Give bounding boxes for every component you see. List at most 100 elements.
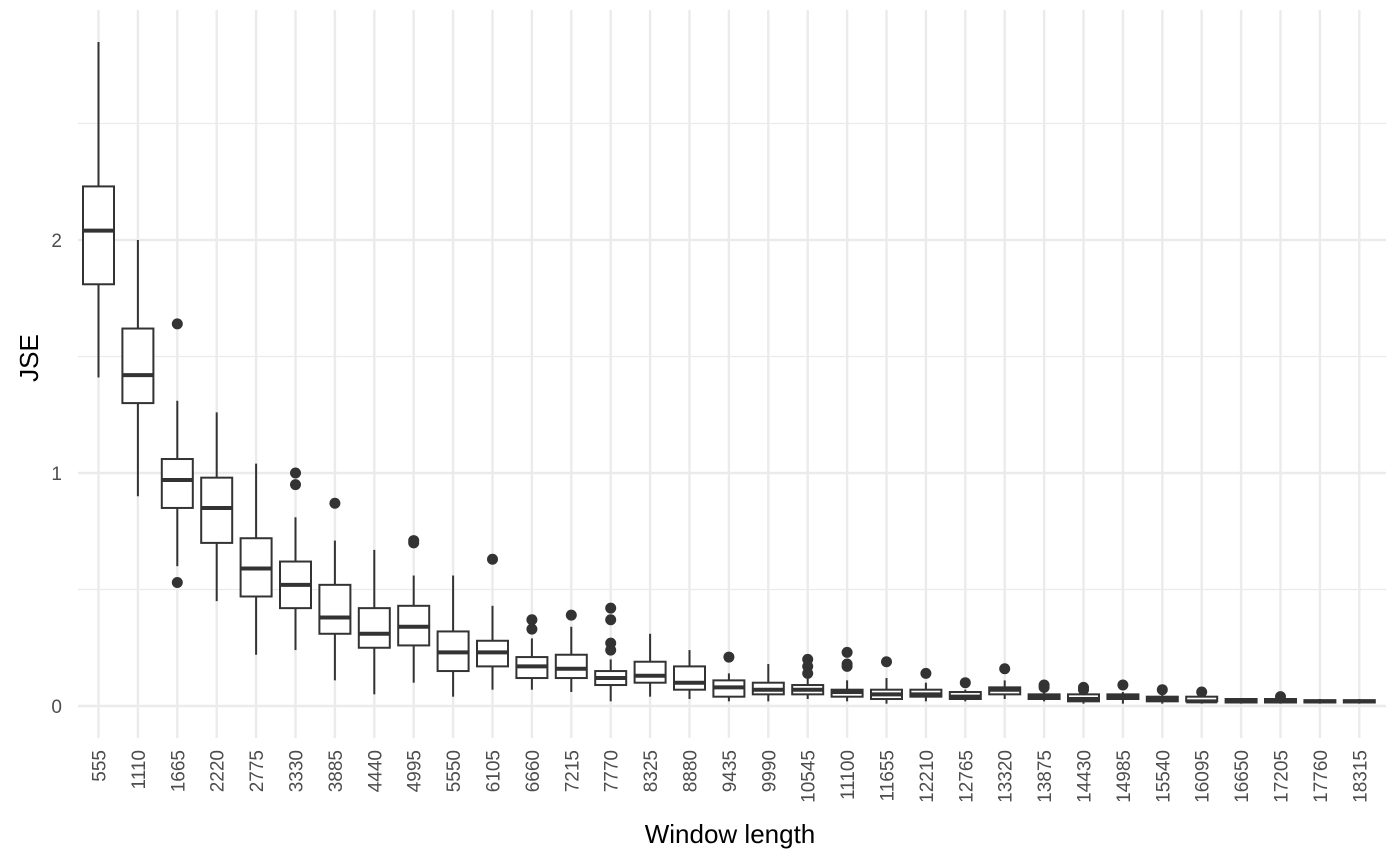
outlier-point <box>171 577 183 589</box>
box-9990 <box>751 664 785 702</box>
outlier-point <box>999 663 1011 675</box>
iqr-box <box>200 476 234 544</box>
outlier-point <box>526 623 538 635</box>
x-tick-label: 3330 <box>287 750 308 792</box>
iqr-box <box>82 185 115 286</box>
outlier-point <box>1117 679 1129 691</box>
box-6105 <box>476 553 509 690</box>
box-series <box>82 41 1376 704</box>
x-tick-label: 11655 <box>878 750 899 801</box>
outlier-point <box>1078 684 1089 696</box>
x-tick-label: 8325 <box>641 750 662 792</box>
outlier-point <box>1156 684 1168 696</box>
box-3885 <box>318 497 352 681</box>
outlier-point <box>605 614 617 626</box>
outlier-point <box>802 667 814 679</box>
outlier-point <box>1038 681 1050 693</box>
box-4440 <box>357 549 391 695</box>
x-tick-label: 6105 <box>484 750 505 792</box>
iqr-box <box>633 660 667 684</box>
iqr-box <box>554 653 588 680</box>
x-tick-label: 13320 <box>996 750 1017 803</box>
x-axis-title: Window length <box>645 819 816 849</box>
x-tick-label: 16650 <box>1232 750 1253 803</box>
outlier-point <box>881 656 892 668</box>
y-tick-label: 2 <box>51 231 62 252</box>
x-tick-label: 17205 <box>1272 750 1293 803</box>
x-tick-label: 13875 <box>1035 750 1056 803</box>
box-8880 <box>673 650 706 700</box>
outlier-point <box>841 660 853 672</box>
box-5550 <box>436 575 470 697</box>
x-tick-label: 12210 <box>917 750 938 803</box>
box-11655 <box>870 656 903 704</box>
box-4995 <box>397 535 431 683</box>
x-tick-label: 9990 <box>759 750 780 792</box>
outlier-point <box>1275 691 1286 703</box>
box-2220 <box>200 412 234 602</box>
iqr-box <box>160 458 194 509</box>
box-14430 <box>1067 681 1100 704</box>
box-16650 <box>1224 698 1258 704</box>
box-555 <box>82 41 115 378</box>
box-11100 <box>830 646 864 702</box>
outlier-point <box>605 602 617 614</box>
x-tick-label: 12765 <box>956 750 977 803</box>
x-tick-label: 4995 <box>405 750 426 792</box>
x-tick-label: 14430 <box>1075 750 1096 803</box>
y-tick-label: 0 <box>51 697 62 718</box>
x-tick-label: 17760 <box>1311 750 1332 803</box>
box-10545 <box>791 653 825 700</box>
box-15540 <box>1145 684 1179 704</box>
box-16095 <box>1185 686 1219 704</box>
x-tick-label: 11100 <box>838 750 859 800</box>
x-tick-label: 6660 <box>523 750 544 792</box>
box-7770 <box>594 602 628 702</box>
x-axis-ticks: 555 1110 1665 2220 2775 3330 3885 4440 4995 5550 6… <box>90 750 1372 803</box>
iqr-box <box>318 583 352 635</box>
box-7215 <box>554 609 588 693</box>
x-tick-label: 1110 <box>129 750 150 789</box>
outlier-point <box>408 537 420 549</box>
x-tick-label: 16095 <box>1193 750 1214 803</box>
outlier-point <box>290 467 301 479</box>
outlier-point <box>329 497 341 509</box>
outlier-point <box>920 667 932 679</box>
minor-gridlines <box>78 122 1386 591</box>
x-tick-label: 555 <box>90 750 111 782</box>
outlier-point <box>487 553 498 565</box>
box-3330 <box>279 467 312 651</box>
box-1665 <box>160 318 194 589</box>
x-tick-label: 7770 <box>602 750 623 792</box>
x-tick-label: 14985 <box>1114 750 1135 803</box>
x-tick-label: 1665 <box>168 750 189 792</box>
x-tick-label: 18315 <box>1350 750 1371 803</box>
outlier-point <box>565 609 577 621</box>
x-tick-label: 2775 <box>247 750 268 792</box>
box-17760 <box>1303 699 1337 704</box>
x-tick-label: 9435 <box>720 750 741 792</box>
box-18315 <box>1342 699 1376 704</box>
outlier-point <box>290 479 301 491</box>
major-gridlines <box>78 10 1386 738</box>
x-tick-label: 3885 <box>326 750 347 792</box>
box-8325 <box>633 633 667 697</box>
y-axis-title: JSE <box>14 334 44 382</box>
box-12765 <box>948 677 982 702</box>
box-17205 <box>1264 691 1297 704</box>
y-axis-ticks: 0 1 2 <box>51 231 62 718</box>
box-13875 <box>1027 679 1061 702</box>
x-tick-label: 8880 <box>681 750 702 792</box>
outlier-point <box>841 646 853 658</box>
outlier-point <box>605 644 617 656</box>
outlier-point <box>526 614 538 626</box>
iqr-box <box>121 327 155 405</box>
outlier-point <box>723 651 735 663</box>
x-tick-label: 4440 <box>365 750 386 792</box>
box-1110 <box>121 240 155 497</box>
outlier-point <box>171 318 183 330</box>
box-9435 <box>712 651 746 702</box>
x-tick-label: 2220 <box>208 750 229 792</box>
outlier-point <box>959 677 971 689</box>
box-13320 <box>988 663 1022 700</box>
